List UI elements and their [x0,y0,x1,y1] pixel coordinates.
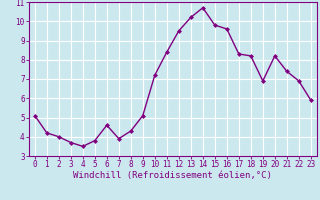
X-axis label: Windchill (Refroidissement éolien,°C): Windchill (Refroidissement éolien,°C) [73,171,272,180]
